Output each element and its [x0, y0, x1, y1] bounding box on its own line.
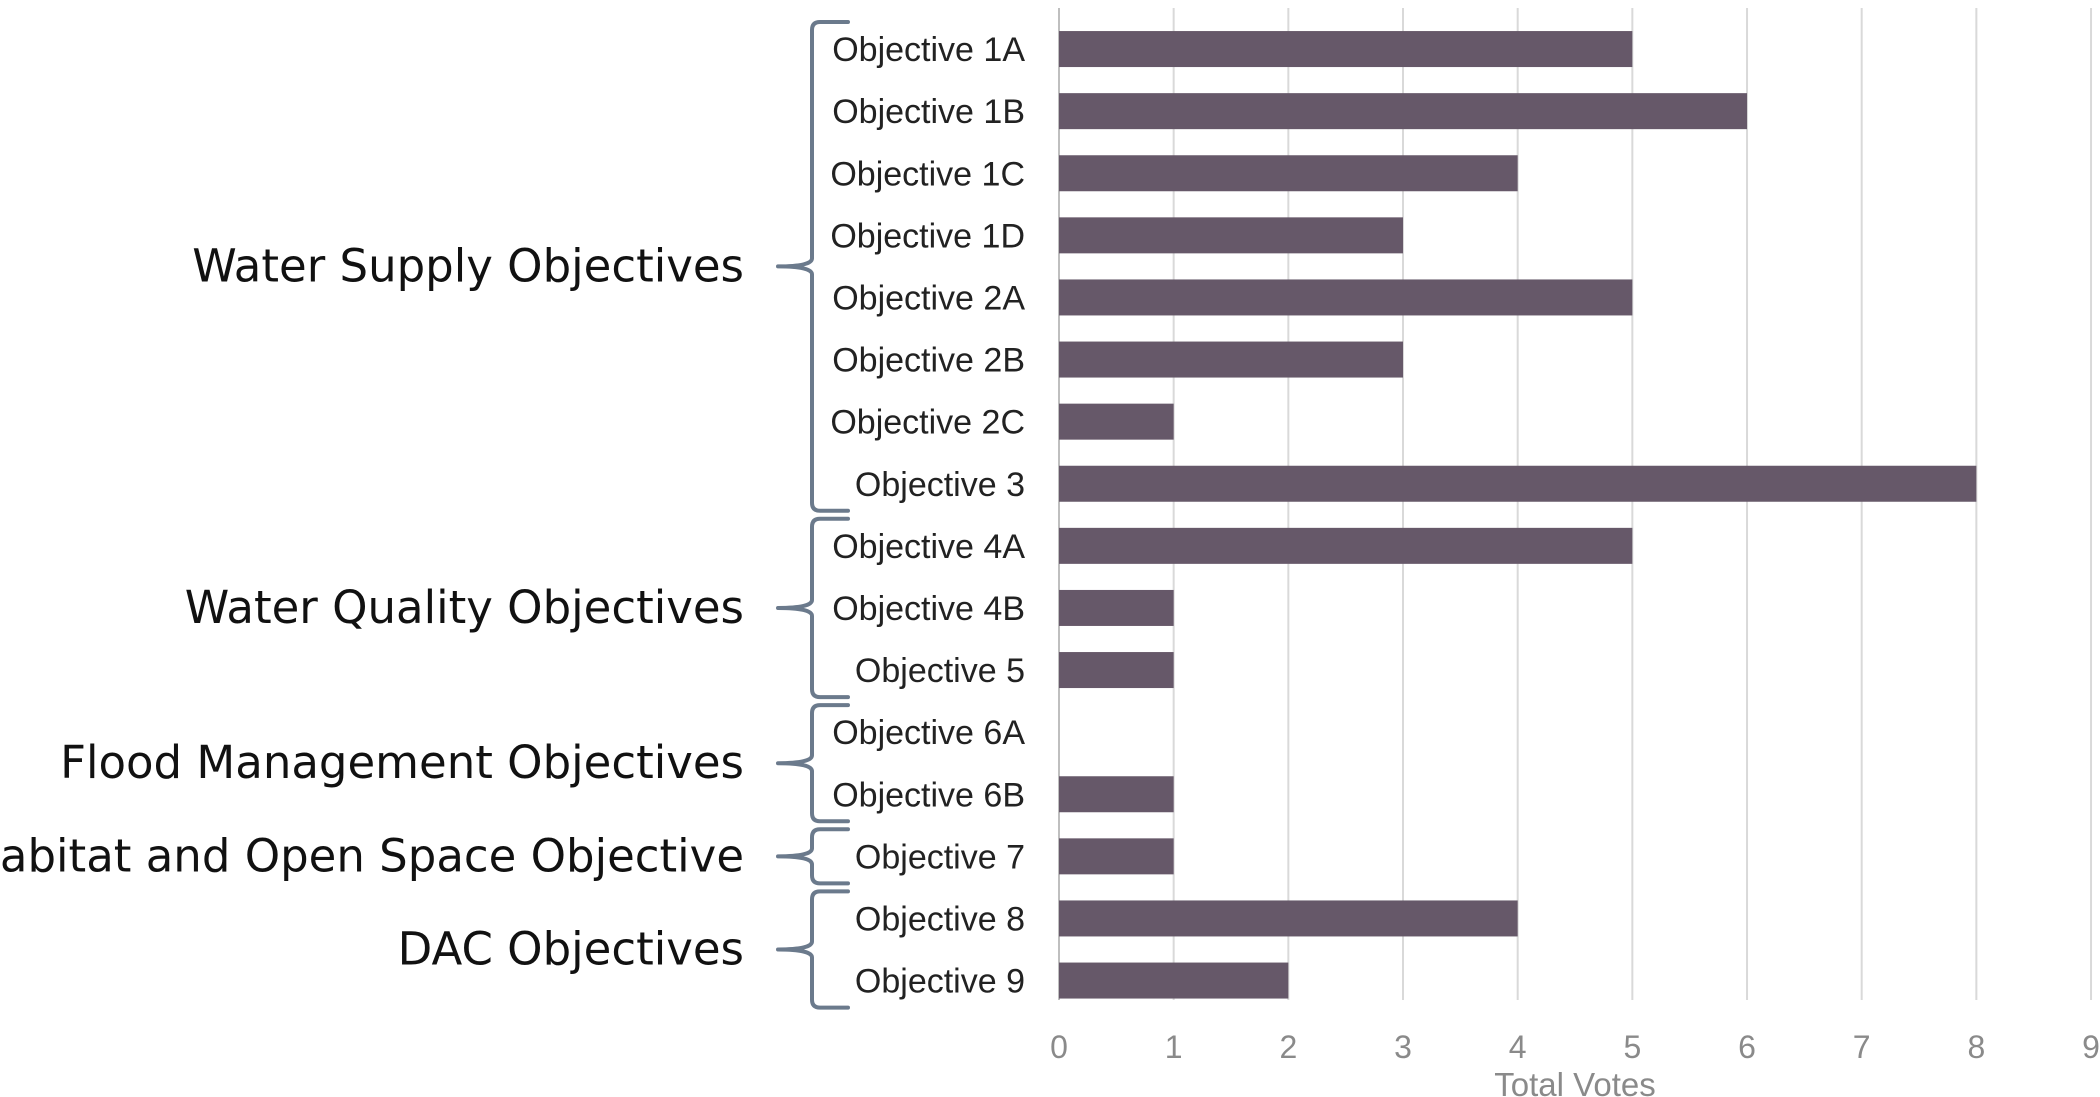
bar-objective-8	[1059, 900, 1518, 937]
group-bracket-3	[776, 827, 850, 886]
group-bracket-4	[776, 889, 850, 1010]
category-label: Objective 3	[855, 466, 1025, 504]
category-label: Objective 1D	[830, 217, 1025, 255]
bar-objective-4b	[1059, 589, 1174, 626]
x-tick-label: 4	[1509, 1029, 1527, 1065]
category-label: Objective 2A	[832, 279, 1025, 317]
x-tick-label: 6	[1738, 1029, 1756, 1065]
category-label: Objective 2B	[832, 342, 1025, 380]
category-label: Objective 8	[855, 900, 1025, 938]
bar-objective-1c	[1059, 155, 1518, 192]
category-label: Objective 1C	[830, 155, 1025, 193]
bar-objective-4a	[1059, 527, 1633, 564]
x-tick-label: 1	[1165, 1029, 1183, 1065]
bar-objective-1b	[1059, 93, 1748, 130]
x-tick-label: 5	[1623, 1029, 1641, 1065]
group-label: Water Quality Objectives	[185, 581, 744, 634]
x-tick-label: 3	[1394, 1029, 1412, 1065]
x-axis-title: Total Votes	[1494, 1066, 1655, 1097]
bar-objective-1a	[1059, 31, 1633, 68]
group-bracket-0	[776, 20, 850, 513]
x-tick-label: 0	[1050, 1029, 1068, 1065]
x-axis-ticks: 0 1 2 3 4 5 6 7 8 9	[1050, 1029, 2100, 1065]
group-labels: Water Supply Objectives Water Quality Obj…	[0, 239, 744, 975]
bar-objective-2b	[1059, 341, 1404, 378]
bar-objective-2a	[1059, 279, 1633, 316]
group-bracket-1	[776, 516, 850, 700]
bar-objective-6b	[1059, 776, 1174, 813]
category-label: Objective 7	[855, 838, 1025, 876]
category-label: Objective 6A	[832, 714, 1025, 752]
bar-objective-2c	[1059, 403, 1174, 440]
bar-objective-9	[1059, 962, 1289, 999]
category-label: Objective 2C	[830, 404, 1025, 442]
x-tick-label: 7	[1853, 1029, 1871, 1065]
x-tick-label: 2	[1279, 1029, 1297, 1065]
bar-objective-3	[1059, 465, 1977, 502]
category-label: Objective 9	[855, 963, 1025, 1001]
category-label: Objective 1B	[832, 93, 1025, 131]
bar-objective-7	[1059, 838, 1174, 875]
category-label: Objective 5	[855, 652, 1025, 690]
group-brackets	[776, 20, 850, 1010]
category-label: Objective 4B	[832, 590, 1025, 628]
group-label: DAC Objectives	[398, 923, 744, 976]
x-tick-label: 8	[1967, 1029, 1985, 1065]
bar-objective-1d	[1059, 217, 1404, 254]
x-tick-label: 9	[2082, 1029, 2100, 1065]
category-label: Objective 1A	[832, 31, 1025, 69]
bar-series	[1059, 31, 1977, 999]
group-label: Habitat and Open Space Objective	[0, 829, 744, 882]
group-bracket-2	[776, 703, 850, 824]
category-labels: Objective 1A Objective 1B Objective 1C Obje…	[830, 31, 1025, 1001]
group-label: Water Supply Objectives	[192, 239, 744, 292]
group-label: Flood Management Objectives	[60, 736, 744, 789]
category-label: Objective 4A	[832, 528, 1025, 566]
bar-objective-5	[1059, 652, 1174, 689]
category-label: Objective 6B	[832, 776, 1025, 814]
